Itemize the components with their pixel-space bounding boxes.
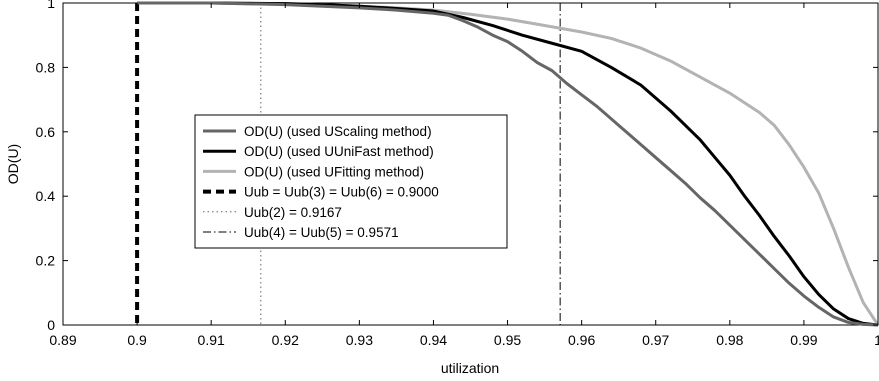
x-tick-label: 0.96 [568, 332, 595, 348]
legend-label: OD(U) (used UScaling method) [244, 124, 432, 139]
y-tick-label: 1 [47, 0, 55, 11]
y-tick-label: 0.8 [36, 59, 56, 75]
legend-box [194, 114, 508, 249]
x-tick-label: 0.89 [49, 332, 76, 348]
series-line [137, 1, 879, 327]
y-axis-ticks: 0 0.2 0.4 0.6 0.8 1 [36, 0, 878, 333]
x-tick-label: 0.91 [198, 332, 225, 348]
legend-label: Uub = Uub(3) = Uub(6) = 0.9000 [244, 185, 439, 200]
x-tick-label: 0.92 [272, 332, 299, 348]
y-tick-label: 0.6 [36, 124, 56, 140]
legend-label: OD(U) (used UFitting method) [244, 164, 424, 179]
series-line [137, 1, 879, 327]
legend-label: OD(U) (used UUniFast method) [244, 144, 434, 159]
x-tick-label: 0.94 [420, 332, 447, 348]
legend-label: Uub(2) = 0.9167 [244, 205, 342, 220]
x-axis-ticks: 0.89 0.9 0.91 0.92 0.93 0.94 0.95 0.96 0.97 0.98 0… [49, 3, 879, 348]
x-tick-label: 0.98 [716, 332, 743, 348]
y-tick-label: 0.4 [36, 188, 56, 204]
x-tick-label: 1 [874, 332, 879, 348]
legend: OD(U) (used UScaling method) OD(U) (used … [194, 114, 508, 249]
legend-label: Uub(4) = Uub(5) = 0.9571 [244, 225, 399, 240]
x-tick-label: 0.97 [642, 332, 669, 348]
y-tick-label: 0.2 [36, 253, 56, 269]
x-tick-label: 0.95 [494, 332, 521, 348]
reference-lines [135, 3, 561, 325]
x-tick-label: 0.93 [346, 332, 373, 348]
x-tick-label: 0.9 [127, 332, 147, 348]
y-tick-label: 0 [47, 317, 55, 333]
x-tick-label: 0.99 [790, 332, 817, 348]
y-axis-title: OD(U) [5, 144, 21, 184]
x-axis-title: utilization [441, 360, 499, 376]
